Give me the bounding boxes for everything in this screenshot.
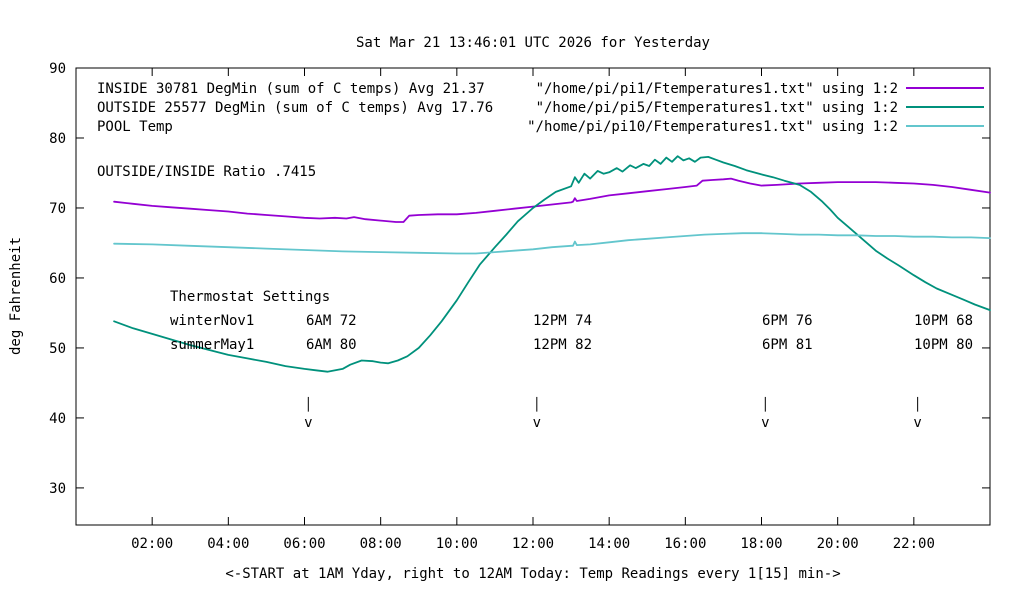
thermostat-summer-6am: 6AM 80 <box>306 337 357 353</box>
x-axis-label: <-START at 1AM Yday, right to 12AM Today… <box>225 566 840 582</box>
chart-title: Sat Mar 21 13:46:01 UTC 2026 for Yesterd… <box>356 35 710 51</box>
y-tick-label: 60 <box>49 271 66 287</box>
legend-file-outside: "/home/pi/pi5/Ftemperatures1.txt" using … <box>536 100 898 116</box>
y-tick-label: 40 <box>49 411 66 427</box>
thermostat-winter-10pm: 10PM 68 <box>914 313 973 329</box>
y-tick-label: 90 <box>49 61 66 77</box>
legend-label-pool: POOL Temp <box>97 119 173 135</box>
y-axis-label: deg Fahrenheit <box>8 237 24 355</box>
schedule-arrow-head: v <box>304 415 312 431</box>
x-tick-label: 14:00 <box>588 536 630 552</box>
x-tick-label: 12:00 <box>512 536 554 552</box>
schedule-arrow-head: v <box>533 415 541 431</box>
thermostat-summer-12pm: 12PM 82 <box>533 337 592 353</box>
thermostat-summer-6pm: 6PM 81 <box>762 337 813 353</box>
pool-series-line <box>113 232 991 255</box>
y-tick-label: 30 <box>49 481 66 497</box>
x-tick-label: 20:00 <box>817 536 859 552</box>
legend-label-inside: INSIDE 30781 DegMin (sum of C temps) Avg… <box>97 81 485 97</box>
schedule-arrow-head: v <box>761 415 769 431</box>
thermostat-winter-6pm: 6PM 76 <box>762 313 813 329</box>
x-tick-label: 08:00 <box>360 536 402 552</box>
plot-dynamic-layer: 30 40 50 60 70 80 90 02:00 04:00 06:00 08:00 10:00 1… <box>49 61 991 552</box>
thermostat-heading: Thermostat Settings <box>170 289 330 305</box>
inside-series-line <box>113 177 991 223</box>
x-tick-label: 10:00 <box>436 536 478 552</box>
legend-label-outside: OUTSIDE 25577 DegMin (sum of C temps) Av… <box>97 100 493 116</box>
thermostat-summer-10pm: 10PM 80 <box>914 337 973 353</box>
y-tick-label: 80 <box>49 131 66 147</box>
y-tick-label: 70 <box>49 201 66 217</box>
thermostat-winter-name: winterNov1 <box>170 313 254 329</box>
x-tick-label: 16:00 <box>664 536 706 552</box>
thermostat-winter-12pm: 12PM 74 <box>533 313 592 329</box>
y-tick-label: 50 <box>49 341 66 357</box>
ratio-annotation: OUTSIDE/INSIDE Ratio .7415 <box>97 164 316 180</box>
x-tick-label: 02:00 <box>131 536 173 552</box>
thermostat-winter-6am: 6AM 72 <box>306 313 357 329</box>
legend-file-pool: "/home/pi/pi10/Ftemperatures1.txt" using… <box>527 119 898 135</box>
legend-file-inside: "/home/pi/pi1/Ftemperatures1.txt" using … <box>536 81 898 97</box>
x-tick-label: 22:00 <box>893 536 935 552</box>
schedule-arrow-head: v <box>913 415 921 431</box>
thermostat-settings-block: Thermostat Settings winterNov1 6AM 72 12… <box>170 289 973 353</box>
legend: INSIDE 30781 DegMin (sum of C temps) Avg… <box>97 81 898 135</box>
x-tick-label: 06:00 <box>283 536 325 552</box>
x-tick-label: 04:00 <box>207 536 249 552</box>
thermostat-summer-name: summerMay1 <box>170 337 254 353</box>
x-tick-label: 18:00 <box>740 536 782 552</box>
outside-series-line <box>113 155 991 373</box>
